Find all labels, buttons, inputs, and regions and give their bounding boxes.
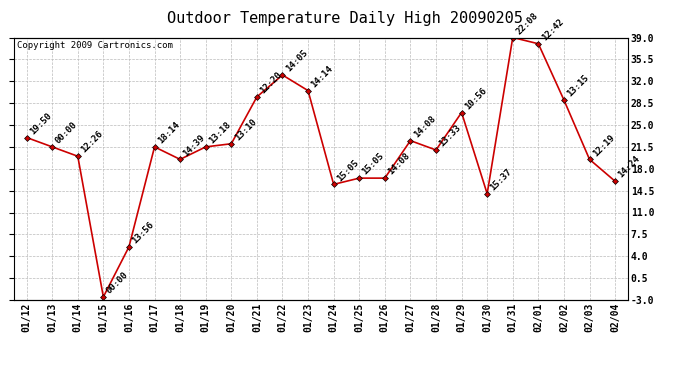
Text: Copyright 2009 Cartronics.com: Copyright 2009 Cartronics.com <box>17 42 172 51</box>
Text: 12:42: 12:42 <box>540 17 565 42</box>
Text: 13:15: 13:15 <box>565 73 591 99</box>
Text: 13:56: 13:56 <box>130 220 156 246</box>
Text: 22:08: 22:08 <box>514 11 540 36</box>
Text: 19:50: 19:50 <box>28 111 53 136</box>
Text: 00:00: 00:00 <box>105 270 130 296</box>
Text: 13:33: 13:33 <box>437 123 463 148</box>
Text: 10:56: 10:56 <box>463 86 489 111</box>
Text: 14:05: 14:05 <box>284 48 309 74</box>
Text: 15:37: 15:37 <box>489 167 514 192</box>
Text: 00:00: 00:00 <box>54 120 79 146</box>
Text: 12:20: 12:20 <box>258 70 284 96</box>
Text: 14:08: 14:08 <box>386 152 411 177</box>
Text: 15:05: 15:05 <box>335 158 360 183</box>
Text: 14:08: 14:08 <box>412 114 437 139</box>
Text: 12:19: 12:19 <box>591 133 616 158</box>
Text: 14:14: 14:14 <box>309 64 335 89</box>
Text: 15:05: 15:05 <box>361 152 386 177</box>
Text: 13:10: 13:10 <box>233 117 258 142</box>
Text: 12:26: 12:26 <box>79 129 104 155</box>
Text: 14:24: 14:24 <box>616 154 642 180</box>
Text: 14:39: 14:39 <box>181 133 207 158</box>
Text: 18:14: 18:14 <box>156 120 181 146</box>
Text: 13:18: 13:18 <box>207 120 233 146</box>
Text: Outdoor Temperature Daily High 20090205: Outdoor Temperature Daily High 20090205 <box>167 11 523 26</box>
